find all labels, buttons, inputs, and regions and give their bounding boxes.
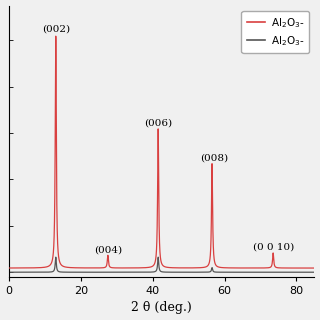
Text: (006): (006) <box>144 118 172 127</box>
Text: (002): (002) <box>42 24 70 33</box>
Legend: Al$_2$O$_3$-, Al$_2$O$_3$-: Al$_2$O$_3$-, Al$_2$O$_3$- <box>241 11 309 53</box>
Text: (0 0 10): (0 0 10) <box>252 242 294 251</box>
Text: (004): (004) <box>94 246 122 255</box>
X-axis label: 2 θ (deg.): 2 θ (deg.) <box>132 301 192 315</box>
Text: (008): (008) <box>200 153 228 162</box>
